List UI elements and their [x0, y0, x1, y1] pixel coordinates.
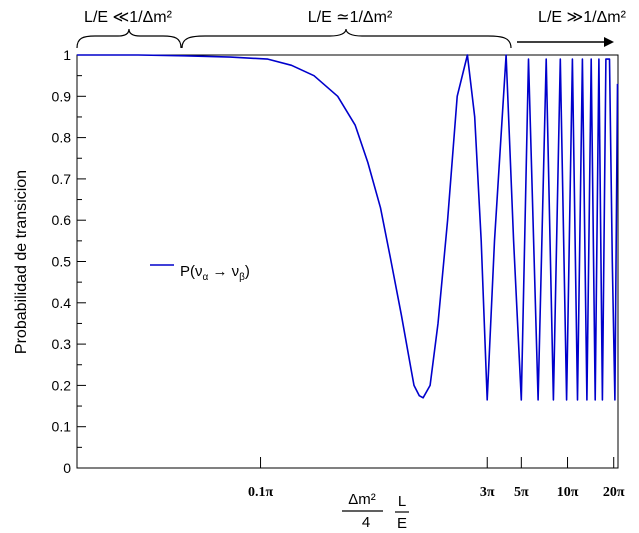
y-tick-label: 0.8	[52, 130, 72, 146]
y-tick-label: 0.5	[52, 254, 72, 270]
brace-match	[181, 28, 512, 49]
legend-label: P(να → νβ)	[180, 263, 250, 283]
regime-label-long: L/E ≫1/Δm²	[538, 9, 627, 26]
x-axis-title-num: Δm²	[348, 491, 376, 508]
series-line	[77, 54, 619, 401]
x-tick-label: 3π	[480, 485, 495, 500]
x-axis-title: Δm² 4 L E	[342, 491, 409, 532]
x-tick-label: 0.1π	[248, 485, 274, 500]
regime-label-short: L/E ≪1/Δm²	[84, 9, 173, 26]
x-tick-label: 10π	[557, 485, 579, 500]
y-tick-label: 0.4	[52, 295, 72, 311]
legend: P(να → νβ)	[150, 263, 250, 283]
x-axis-title-frac-den: E	[397, 515, 407, 532]
x-axis-title-den: 4	[362, 514, 370, 531]
y-tick-label: 0.9	[52, 88, 72, 104]
y-axis: 0 0.1 0.2 0.3 0.4 0.5 0.6 0.7 0.8 0.9 1	[52, 47, 86, 476]
x-tick-label: 5π	[514, 485, 529, 500]
y-tick-label: 0.1	[52, 419, 72, 435]
y-tick-label: 1	[63, 47, 71, 63]
regime-annotations: L/E ≪1/Δm² L/E ≃1/Δm² L/E ≫1/Δm²	[76, 9, 627, 49]
x-axis: 0.1π 3π 5π 10π 20π	[248, 457, 625, 500]
plot-area	[76, 54, 619, 469]
y-tick-label: 0.3	[52, 336, 72, 352]
y-tick-label: 0.6	[52, 212, 72, 228]
y-axis-title: Probabilidad de transicion	[13, 170, 30, 354]
x-axis-title-frac-num: L	[398, 493, 406, 510]
y-tick-label: 0.2	[52, 377, 72, 393]
y-tick-label: 0.7	[52, 171, 72, 187]
y-tick-label: 0	[63, 460, 71, 476]
x-tick-label: 20π	[603, 485, 625, 500]
brace-short	[76, 28, 182, 49]
regime-label-match: L/E ≃1/Δm²	[308, 9, 393, 26]
